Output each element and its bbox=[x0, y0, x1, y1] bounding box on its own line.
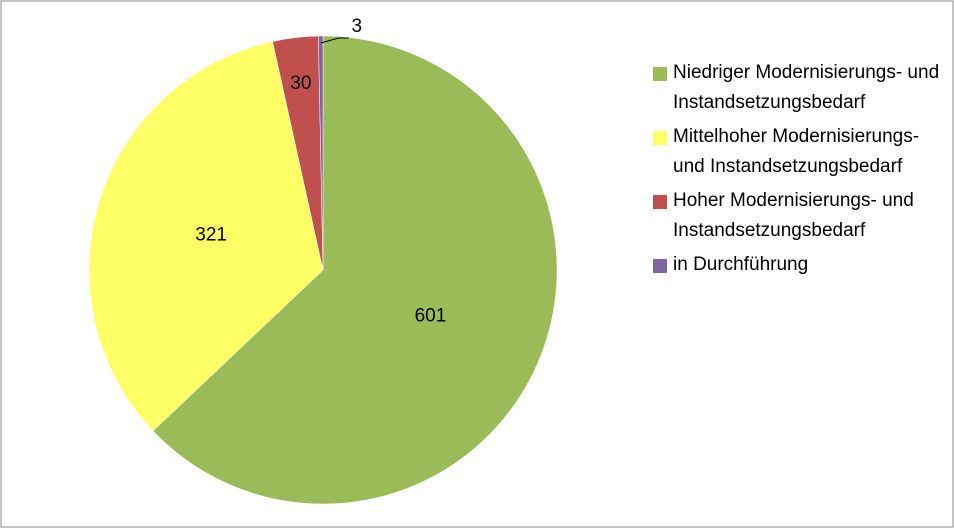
legend-entry: Mittelhoher Modernisierungs- und Instand… bbox=[653, 122, 943, 182]
data-label: 601 bbox=[415, 305, 447, 326]
legend-label: Niedriger Modernisierungs- und Instandse… bbox=[673, 62, 940, 113]
legend-swatch bbox=[653, 131, 667, 145]
data-label: 3 bbox=[351, 16, 362, 37]
legend-entry: Hoher Modernisierungs- und Instandsetzun… bbox=[653, 186, 943, 246]
legend-entry: in Durchführung bbox=[653, 250, 943, 280]
pie-slice bbox=[152, 35, 558, 505]
data-label: 321 bbox=[195, 225, 227, 246]
pie-slice bbox=[88, 41, 324, 432]
data-label: 30 bbox=[290, 73, 311, 94]
legend-swatch bbox=[653, 259, 667, 273]
pie-slice bbox=[318, 35, 324, 271]
legend-entry: Niedriger Modernisierungs- und Instandse… bbox=[653, 58, 943, 118]
legend: Niedriger Modernisierungs- und Instandse… bbox=[653, 58, 943, 284]
legend-label: Mittelhoher Modernisierungs- und Instand… bbox=[673, 126, 920, 177]
leader-line bbox=[320, 37, 349, 44]
legend-label: in Durchführung bbox=[673, 254, 809, 275]
legend-label: Hoher Modernisierungs- und Instandsetzun… bbox=[673, 190, 914, 241]
legend-swatch bbox=[653, 67, 667, 81]
legend-swatch bbox=[653, 195, 667, 209]
